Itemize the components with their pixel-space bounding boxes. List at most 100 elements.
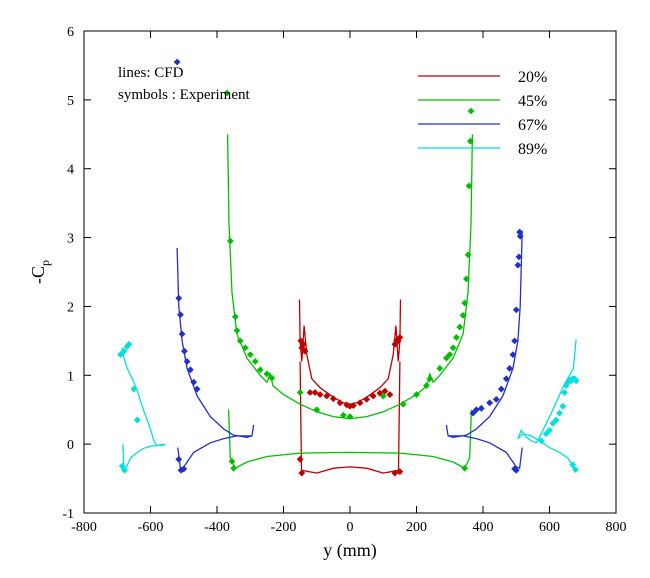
exp-point-45pct [449, 344, 457, 352]
exp-point-67pct [183, 358, 191, 365]
x-tick-label: 0 [347, 520, 354, 535]
y-tick-label: 5 [67, 94, 74, 109]
exp-point-67pct [190, 378, 198, 386]
exp-point-67pct [512, 306, 520, 314]
exp-point-89pct [572, 466, 579, 474]
exp-point-67pct [511, 337, 518, 345]
exp-point-67pct [178, 330, 186, 338]
y-axis-label-main: -C [28, 266, 48, 284]
axis-ticks: -800 -600 -400 -200 0 200 400 600 800 -1 0 1 2 3 4 5 6 [62, 25, 626, 535]
exp-point-45pct [464, 251, 472, 259]
exp-point-20pct [301, 347, 309, 355]
exp-point-45pct [446, 351, 454, 359]
y-tick-label: 2 [67, 300, 74, 315]
exp-point-45pct [466, 137, 474, 145]
exp-point-45pct [230, 464, 238, 472]
exp-point-45pct [268, 374, 276, 382]
x-tick-label: -200 [271, 520, 297, 535]
exp-point-45pct [233, 327, 241, 334]
x-tick-label: 600 [539, 520, 560, 535]
exp-point-67pct [497, 385, 505, 393]
exp-point-20pct [349, 402, 357, 409]
x-axis-label: y (mm) [323, 540, 377, 561]
exp-point-45pct [296, 389, 304, 396]
legend-label: 67% [518, 117, 547, 134]
exp-point-45pct [413, 391, 420, 398]
cfd-line-67pct [445, 230, 523, 438]
x-tick-label: 200 [406, 520, 427, 535]
cfd-line-89pct [122, 443, 164, 473]
exp-point-20pct [396, 334, 404, 341]
exp-point-45pct [223, 89, 231, 97]
y-axis-label: -Cp [28, 260, 52, 284]
exp-point-45pct [461, 299, 469, 307]
exp-point-67pct [472, 406, 480, 414]
exp-point-67pct [512, 466, 520, 474]
exp-point-67pct [492, 395, 500, 403]
exp-point-20pct [363, 395, 371, 403]
exp-point-45pct [459, 311, 467, 319]
exp-point-89pct [556, 409, 563, 417]
exp-point-20pct [386, 391, 394, 398]
exp-point-45pct [453, 334, 460, 341]
exp-point-20pct [329, 395, 337, 403]
exp-point-20pct [346, 402, 354, 410]
exp-point-45pct [456, 323, 464, 331]
exp-point-67pct [173, 58, 181, 66]
y-tick-label: 4 [67, 163, 74, 178]
cfd-line-67pct [176, 247, 255, 438]
exp-point-67pct [502, 375, 510, 383]
exp-point-45pct [231, 313, 239, 321]
y-tick-label: 6 [67, 25, 74, 40]
exp-point-67pct [180, 465, 188, 473]
exp-point-67pct [486, 399, 494, 407]
exp-point-89pct [559, 402, 567, 410]
exp-point-67pct [177, 311, 184, 319]
exp-point-20pct [336, 399, 344, 407]
exp-point-45pct [246, 351, 254, 359]
exp-point-45pct [263, 370, 271, 378]
exp-point-67pct [516, 232, 524, 240]
exp-point-89pct [561, 389, 568, 396]
exp-point-89pct [120, 347, 128, 355]
exp-point-89pct [133, 416, 141, 424]
exp-point-45pct [339, 411, 347, 419]
exp-point-89pct [546, 426, 553, 434]
y-tick-label: -1 [62, 507, 74, 522]
exp-point-67pct [187, 366, 194, 374]
cfd-line-89pct [121, 347, 166, 447]
exp-point-89pct [130, 385, 138, 393]
cfd-line-67pct [177, 435, 252, 470]
cfd-line-45pct [226, 134, 474, 420]
y-tick-label: 3 [67, 232, 74, 247]
annotation-cfd: lines: CFD [118, 65, 184, 81]
exp-point-45pct [346, 413, 354, 420]
cfd-line-89pct [517, 339, 577, 444]
exp-point-67pct [193, 385, 201, 393]
exp-point-67pct [175, 294, 183, 302]
exp-point-67pct [181, 347, 188, 355]
exp-point-45pct [228, 457, 236, 465]
exp-point-20pct [300, 340, 307, 348]
exp-point-20pct [298, 469, 306, 477]
exp-point-45pct [236, 337, 244, 345]
exp-point-45pct [436, 365, 444, 372]
exp-point-89pct [123, 342, 131, 350]
exp-point-89pct [552, 416, 560, 424]
x-tick-label: 400 [473, 520, 494, 535]
y-tick-label: 0 [67, 438, 74, 453]
exp-point-45pct [426, 375, 434, 383]
cfd-line-89pct [517, 433, 575, 471]
exp-point-67pct [516, 228, 523, 236]
exp-point-45pct [423, 382, 430, 390]
exp-point-45pct [313, 406, 321, 414]
legend-label: 20% [518, 69, 547, 86]
legend-label: 45% [518, 93, 547, 110]
exp-point-20pct [343, 401, 351, 409]
exp-point-45pct [251, 358, 259, 365]
exp-point-89pct [571, 375, 578, 383]
exp-point-45pct [461, 464, 469, 472]
annotation-experiment: symbols : Experiment [118, 87, 250, 103]
x-tick-label: -400 [204, 520, 230, 535]
